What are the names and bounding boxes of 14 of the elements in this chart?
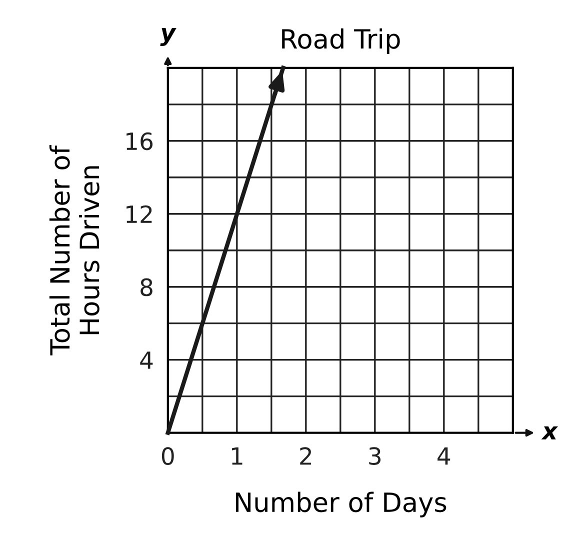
- y-tick-label: 8: [140, 278, 152, 296]
- y-tick-label: 4: [140, 352, 153, 369]
- x-tick-label: 1: [232, 447, 242, 465]
- text: x: [541, 426, 558, 440]
- x-tick-label: 4: [438, 447, 450, 465]
- x-tick-label: 0: [162, 447, 174, 465]
- text: y: [160, 28, 176, 46]
- y-axis-title: Total Number of Hours Driven: [49, 144, 100, 356]
- x-tick-label: 2: [300, 447, 312, 465]
- y-tick-label: 12: [126, 205, 152, 223]
- chart-title: Road Trip: [282, 28, 400, 54]
- y-tick-label: 16: [126, 132, 153, 150]
- x-tick-label: 3: [369, 447, 381, 465]
- x-axis-title: Number of Days: [236, 492, 446, 518]
